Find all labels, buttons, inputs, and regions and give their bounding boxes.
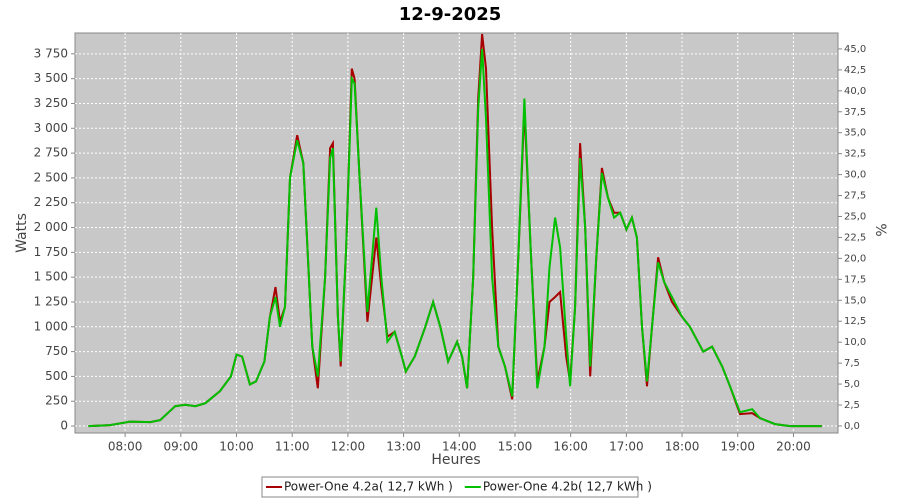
y-tick-label: 3 000: [34, 121, 68, 135]
x-tick-label: 14:00: [442, 440, 477, 454]
y2-tick-label: 37,5: [844, 107, 866, 118]
plot-area: [74, 32, 839, 434]
y2-tick-label: 12,5: [844, 316, 866, 327]
y2-tick-label: 45,0: [844, 44, 866, 55]
legend-label: Power-One 4.2b( 12,7 kWh ): [483, 480, 652, 494]
y-tick-label: 1 500: [34, 270, 68, 284]
y2-tick-label: 2,5: [844, 400, 860, 411]
legend: [261, 476, 639, 498]
x-axis-label: Heures: [431, 452, 480, 468]
x-tick-label: 15:00: [498, 440, 533, 454]
x-tick-label: 10:00: [219, 440, 254, 454]
y-tick-label: 1 000: [34, 319, 68, 333]
x-tick-label: 17:00: [609, 440, 644, 454]
x-tick-label: 09:00: [164, 440, 199, 454]
y2-tick-label: 10,0: [844, 337, 866, 348]
series-line: [88, 48, 822, 428]
y-tick-label: 1 750: [34, 245, 68, 259]
y2-tick-label: 25,0: [844, 211, 866, 222]
y-tick-label: 3 250: [34, 96, 68, 110]
y-tick-label: 2 500: [34, 170, 68, 184]
y2-tick-label: 20,0: [844, 253, 866, 264]
y-tick-label: 2 000: [34, 220, 68, 234]
y2-tick-label: 22,5: [844, 232, 866, 243]
y2-tick-label: 30,0: [844, 170, 866, 181]
y2-tick-label: 5,0: [844, 379, 860, 390]
y2-tick-label: 42,5: [844, 65, 866, 76]
y2-tick-label: 27,5: [844, 191, 866, 202]
x-tick-label: 16:00: [553, 440, 588, 454]
y2-axis-label: %: [872, 223, 888, 236]
x-tick-label: 11:00: [275, 440, 310, 454]
y-tick-label: 1 250: [34, 294, 68, 308]
y-axis-label: Watts: [14, 213, 30, 253]
x-tick-label: 12:00: [331, 440, 366, 454]
y2-tick-label: 0,0: [844, 421, 860, 432]
x-tick-label: 08:00: [108, 440, 143, 454]
y2-tick-label: 15,0: [844, 295, 866, 306]
y2-tick-label: 7,5: [844, 358, 860, 369]
chart-title: 12-9-2025: [399, 4, 502, 25]
y-tick-label: 2 750: [34, 146, 68, 160]
x-tick-label: 19:00: [720, 440, 755, 454]
x-tick-label: 18:00: [665, 440, 700, 454]
y2-tick-label: 35,0: [844, 128, 866, 139]
y-tick-label: 0: [60, 419, 68, 433]
x-tick-label: 13:00: [386, 440, 421, 454]
y-tick-label: 2 250: [34, 195, 68, 209]
y-tick-label: 750: [45, 344, 68, 358]
y2-tick-label: 40,0: [844, 86, 866, 97]
y-tick-label: 500: [45, 369, 68, 383]
y-tick-label: 3 750: [34, 46, 68, 60]
legend-label: Power-One 4.2a( 12,7 kWh ): [284, 480, 453, 494]
y2-tick-label: 17,5: [844, 274, 866, 285]
y2-tick-label: 32,5: [844, 149, 866, 160]
y-tick-label: 250: [45, 394, 68, 408]
y-tick-label: 3 500: [34, 71, 68, 85]
x-tick-label: 20:00: [776, 440, 811, 454]
